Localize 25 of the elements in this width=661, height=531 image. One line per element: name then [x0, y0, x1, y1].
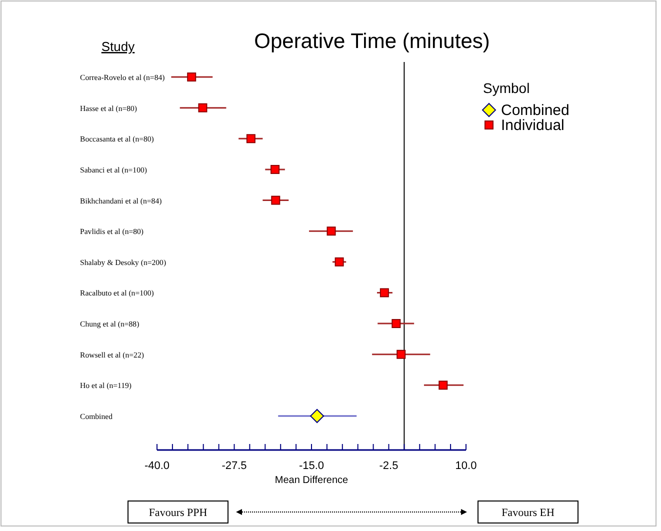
x-axis-title: Mean Difference [274, 475, 349, 486]
point [380, 288, 389, 298]
point [334, 257, 344, 266]
x-tick-label: -15.0 [298, 460, 324, 472]
legend-label: Individual [501, 117, 564, 134]
point [438, 380, 448, 390]
point [198, 103, 208, 112]
point [246, 134, 256, 144]
legend-label: Combined [501, 102, 570, 119]
y-axis-title: Study [101, 39, 136, 54]
point [326, 226, 336, 236]
point [271, 196, 280, 205]
chart-title: Operative Time (minutes) [254, 30, 490, 53]
text: Favours PPH [148, 507, 208, 519]
point [396, 350, 406, 359]
x-tick-label: -2.5 [379, 460, 398, 472]
point [187, 72, 196, 82]
point [270, 164, 280, 174]
point [392, 319, 401, 328]
legend-title: Symbol [483, 80, 530, 96]
point [310, 409, 324, 423]
text: Favours EH [502, 507, 554, 519]
x-tick-label: -27.5 [222, 460, 247, 472]
x-tick-label: 10.0 [455, 460, 477, 472]
x-tick-label: -40.0 [144, 460, 170, 472]
